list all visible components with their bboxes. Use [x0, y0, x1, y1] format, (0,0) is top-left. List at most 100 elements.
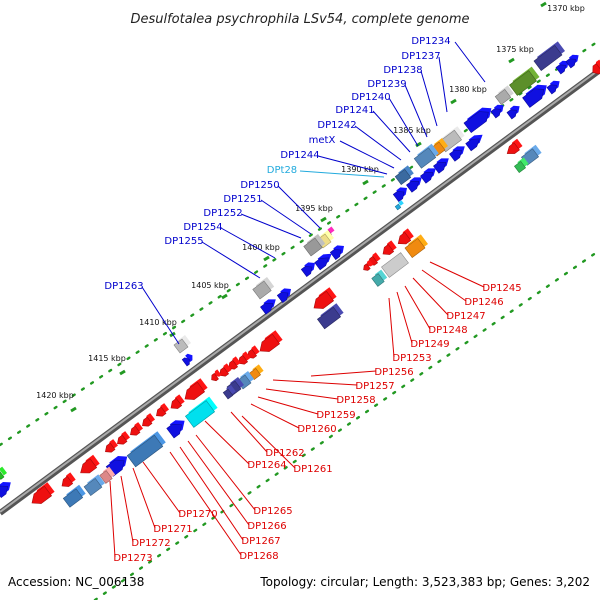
reverse-gene-35[interactable] — [61, 472, 76, 487]
gene-label-dp1264[interactable]: DP1264 — [204, 420, 287, 471]
gene-label-dp1247[interactable]: DP1247 — [412, 277, 486, 322]
reverse-gene-34[interactable] — [80, 454, 100, 474]
reverse-gene-39[interactable] — [31, 482, 55, 504]
reverse-gene-11[interactable] — [313, 287, 337, 309]
reverse-gene-38[interactable] — [62, 484, 86, 508]
reverse-gene-17[interactable] — [219, 363, 232, 377]
reverse-gene-29[interactable] — [130, 422, 143, 436]
gene-label-dp1234[interactable]: DP1234 — [411, 36, 486, 83]
gene-label-dp1265[interactable]: DP1265 — [195, 434, 293, 517]
reverse-gene-2[interactable] — [506, 138, 523, 154]
reverse-gene-27[interactable] — [156, 403, 169, 417]
reverse-gene-23[interactable] — [184, 378, 208, 400]
forward-gene-26[interactable] — [300, 262, 315, 278]
gene-label-dp1249[interactable]: DP1249 — [396, 291, 450, 350]
forward-gene-29[interactable] — [276, 288, 291, 304]
gene-label-dp1251[interactable]: DP1251 — [223, 194, 312, 235]
forward-gene-0[interactable] — [533, 41, 565, 72]
gene-label-dp1254[interactable]: DP1254 — [183, 222, 276, 259]
gene-label-dp1240[interactable]: DP1240 — [351, 92, 419, 147]
gene-label-dp1252[interactable]: DP1252 — [203, 208, 302, 239]
forward-gene-5[interactable] — [522, 84, 547, 108]
gene-label-dp1268[interactable]: DP1268 — [169, 451, 279, 562]
gene-label-dp1273[interactable]: DP1273 — [109, 480, 153, 564]
gene-label-dp1241[interactable]: DP1241 — [335, 105, 411, 153]
forward-gene-13[interactable] — [465, 134, 483, 152]
gene-label-dp1237[interactable]: DP1237 — [401, 51, 448, 113]
gene-label-dp1258[interactable]: DP1258 — [265, 388, 376, 406]
forward-gene-3[interactable] — [509, 66, 540, 96]
gene-label-dp1248[interactable]: DP1248 — [404, 285, 468, 336]
forward-gene-16[interactable] — [420, 168, 436, 184]
reverse-gene-8[interactable] — [382, 240, 397, 255]
forward-gene-15[interactable] — [433, 158, 449, 174]
reverse-gene-18[interactable] — [211, 369, 222, 382]
forward-gene-32[interactable] — [0, 482, 11, 499]
forward-gene-8[interactable] — [463, 107, 492, 134]
gene-label-dp1262[interactable]: DP1262 — [230, 411, 305, 459]
gene-label-dp1239[interactable]: DP1239 — [367, 79, 428, 138]
gene-label-dp1261[interactable]: DP1261 — [241, 415, 333, 475]
gene-label-dp1260[interactable]: DP1260 — [250, 403, 337, 435]
reverse-gene-13[interactable] — [259, 330, 283, 352]
forward-gene-27[interactable] — [252, 277, 275, 300]
forward-gene-19[interactable] — [392, 187, 407, 203]
forward-gene-14[interactable] — [449, 146, 465, 162]
gene-label-dp1270[interactable]: DP1270 — [142, 461, 218, 520]
gene-label-dp1266[interactable]: DP1266 — [187, 440, 287, 532]
reverse-gene-30[interactable] — [117, 431, 130, 445]
reverse-gene-37[interactable] — [83, 474, 105, 497]
gene-label-dp1238[interactable]: DP1238 — [383, 65, 438, 127]
forward-gene-31[interactable] — [181, 353, 193, 367]
forward-gene-17[interactable] — [406, 177, 422, 193]
reverse-gene-16[interactable] — [228, 356, 241, 370]
reverse-gene-24[interactable] — [170, 394, 185, 409]
forward-gene-25[interactable] — [329, 245, 344, 261]
forward-gene-9[interactable] — [490, 104, 504, 119]
gene-label-dpt28[interactable]: DPt28 — [267, 165, 385, 178]
reverse-gene-26[interactable] — [166, 420, 185, 439]
reverse-gene-14[interactable] — [247, 345, 260, 359]
forward-gene-28[interactable] — [260, 299, 276, 315]
gene-label-dp1245[interactable]: DP1245 — [429, 261, 522, 294]
reverse-gene-31[interactable] — [105, 439, 118, 453]
reverse-gene-5[interactable] — [381, 248, 412, 278]
reverse-gene-4[interactable] — [404, 234, 428, 259]
forward-gene-23[interactable] — [303, 234, 326, 257]
forward-gene-7[interactable] — [506, 105, 520, 120]
reverse-gene-15[interactable] — [238, 351, 251, 365]
reverse-gene-12[interactable] — [316, 303, 344, 330]
reverse-gene-1[interactable] — [513, 157, 529, 174]
forward-gene-20[interactable] — [394, 200, 404, 211]
forward-gene-12[interactable] — [413, 143, 439, 169]
gene-label-dp1255[interactable]: DP1255 — [164, 236, 261, 279]
forward-gene-1[interactable] — [555, 60, 569, 75]
gene-label-dp1242[interactable]: DP1242 — [317, 120, 402, 161]
reverse-gene-6[interactable] — [371, 269, 388, 287]
gene-label-dp1253[interactable]: DP1253 — [388, 297, 432, 364]
gene-label-dp1250[interactable]: DP1250 — [240, 180, 321, 229]
reverse-gene-10[interactable] — [363, 259, 374, 271]
forward-gene-24[interactable] — [314, 253, 332, 271]
forward-gene-4[interactable] — [494, 85, 514, 106]
forward-gene-18[interactable] — [394, 165, 414, 186]
gene-label-dp1272[interactable]: DP1272 — [120, 475, 171, 549]
reverse-gene-7[interactable] — [397, 228, 414, 245]
gene-label-metx[interactable]: metX — [309, 135, 395, 169]
gene-label-dp1259[interactable]: DP1259 — [257, 396, 356, 421]
forward-gene-30[interactable] — [173, 335, 191, 354]
gene-label-dp1246[interactable]: DP1246 — [421, 269, 504, 308]
forward-gene-6[interactable] — [546, 80, 560, 95]
reverse-gene-22[interactable] — [222, 385, 236, 400]
reverse-gene-3[interactable] — [592, 59, 600, 75]
reverse-gene-28[interactable] — [142, 413, 155, 427]
reverse-gene-32[interactable] — [126, 431, 166, 468]
gene-label-dp1244[interactable]: DP1244 — [280, 150, 388, 175]
gene-label-dp1257[interactable]: DP1257 — [272, 379, 395, 392]
gene-label-dp1256[interactable]: DP1256 — [310, 367, 414, 378]
reverse-gene-36[interactable] — [99, 466, 116, 484]
gene-label-dp1271[interactable]: DP1271 — [132, 467, 193, 535]
forward-gene-2[interactable] — [565, 54, 579, 69]
reverse-gene-25[interactable] — [184, 396, 218, 428]
forward-gene-33[interactable] — [0, 466, 7, 480]
